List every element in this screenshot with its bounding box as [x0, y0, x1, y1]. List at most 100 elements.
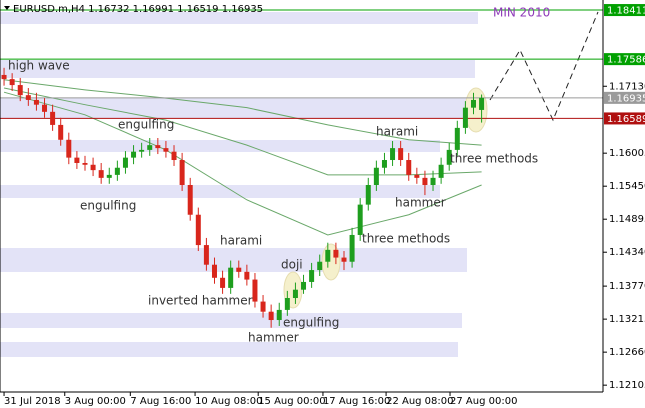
candle-body — [357, 204, 363, 235]
candle-body — [292, 289, 298, 299]
candle-body — [365, 184, 371, 205]
price-level-tag — [604, 4, 645, 17]
candle-body — [17, 85, 23, 96]
candle-body — [276, 309, 282, 321]
candle-body — [163, 148, 169, 152]
y-tick-label: 1.17130 — [609, 81, 645, 92]
pattern-label: high wave — [8, 59, 70, 73]
candle-body — [438, 164, 444, 178]
x-tick-label: 27 Aug 00:00 — [450, 396, 517, 407]
candle-body — [406, 160, 412, 175]
candle-body — [114, 167, 120, 175]
x-tick-label: 22 Aug 08:00 — [386, 396, 453, 407]
zone — [0, 60, 475, 78]
y-tick-label: 1.14340 — [609, 247, 645, 258]
pattern-label: doji — [281, 258, 303, 272]
candle-body — [325, 249, 331, 262]
candle-body — [284, 298, 290, 310]
x-tick-label: 7 Aug 16:00 — [130, 396, 191, 407]
candle-body — [98, 170, 104, 178]
zone — [0, 12, 478, 24]
candle-body — [66, 139, 72, 158]
candle-body — [179, 160, 185, 185]
zone — [0, 98, 485, 118]
price-level-tag — [604, 112, 645, 125]
highlight — [321, 243, 341, 281]
candle-body — [301, 281, 307, 290]
price-level-label: 1.18411 — [607, 6, 645, 17]
price-level-tag — [604, 53, 645, 66]
candle-body — [25, 95, 31, 100]
candle-body — [211, 264, 217, 278]
zone — [0, 248, 467, 272]
pattern-label: harami — [376, 125, 418, 139]
candle-body — [220, 277, 226, 288]
price-level-label: 1.16589 — [607, 114, 645, 125]
candle-body — [58, 124, 64, 140]
candle-body — [122, 157, 128, 168]
pattern-label: three methods — [362, 232, 450, 246]
candle-body — [171, 151, 177, 161]
pattern-label: hammer — [248, 331, 299, 345]
price-level-label: 1.17586 — [607, 55, 645, 66]
x-tick-label: 17 Aug 16:00 — [323, 396, 390, 407]
candle-body — [42, 104, 48, 112]
candle-body — [260, 301, 266, 312]
plot — [0, 9, 603, 328]
candle-body — [187, 184, 193, 215]
forecast-path — [489, 11, 599, 122]
candle-body — [341, 257, 347, 262]
pattern-label: three methods — [450, 152, 538, 166]
y-tick-label: 1.15450 — [609, 181, 645, 192]
highlight — [464, 87, 488, 133]
candle-body — [333, 249, 339, 258]
candle-body — [309, 270, 315, 282]
chart-title: EURUSD.m,H4 1.16732 1.16991 1.16519 1.16… — [13, 4, 263, 15]
candle-body — [139, 149, 145, 152]
candle-body — [9, 79, 15, 86]
candle-body — [74, 157, 80, 163]
candle-body — [373, 167, 379, 185]
candle-body — [390, 148, 396, 161]
candle-body — [252, 279, 258, 302]
candle-body — [414, 174, 420, 178]
candle-body — [422, 177, 428, 185]
y-tick-label: 1.13770 — [609, 281, 645, 292]
pattern-label: harami — [220, 234, 262, 248]
candle-body — [236, 267, 242, 272]
x-tick-label: 10 Aug 08:00 — [195, 396, 262, 407]
candle-body — [131, 151, 137, 158]
candle-body — [479, 97, 485, 110]
candle-body — [50, 111, 56, 125]
price-level-tag — [604, 91, 645, 104]
candle-body — [398, 148, 404, 161]
zone — [0, 313, 462, 328]
candle-body — [195, 214, 201, 246]
y-tick-label: 1.13215 — [609, 314, 645, 325]
y-tick-label: 1.16005 — [609, 148, 645, 159]
menu-arrow[interactable] — [4, 6, 10, 10]
zone — [0, 140, 440, 152]
candle-body — [470, 99, 476, 108]
candle-body — [33, 99, 39, 105]
moving-average — [3, 79, 482, 146]
zones — [0, 12, 485, 357]
x-tick-label: 15 Aug 00:00 — [258, 396, 325, 407]
pattern-label: engulfing — [118, 118, 174, 132]
candle-body — [228, 267, 234, 288]
y-tick-label: 1.12660 — [609, 347, 645, 358]
candle-body — [317, 261, 323, 271]
candle-body — [462, 107, 468, 128]
candle-body — [147, 145, 153, 150]
candle-body — [244, 271, 250, 280]
x-tick-label: 31 Jul 2018 — [4, 396, 61, 407]
candle-body — [349, 234, 355, 262]
candle-body — [446, 149, 452, 165]
candle-body — [90, 164, 96, 171]
candle-body — [381, 160, 387, 168]
moving-average — [3, 91, 482, 236]
zone — [0, 342, 458, 357]
candle-body — [1, 74, 7, 80]
candle-body — [203, 245, 209, 265]
